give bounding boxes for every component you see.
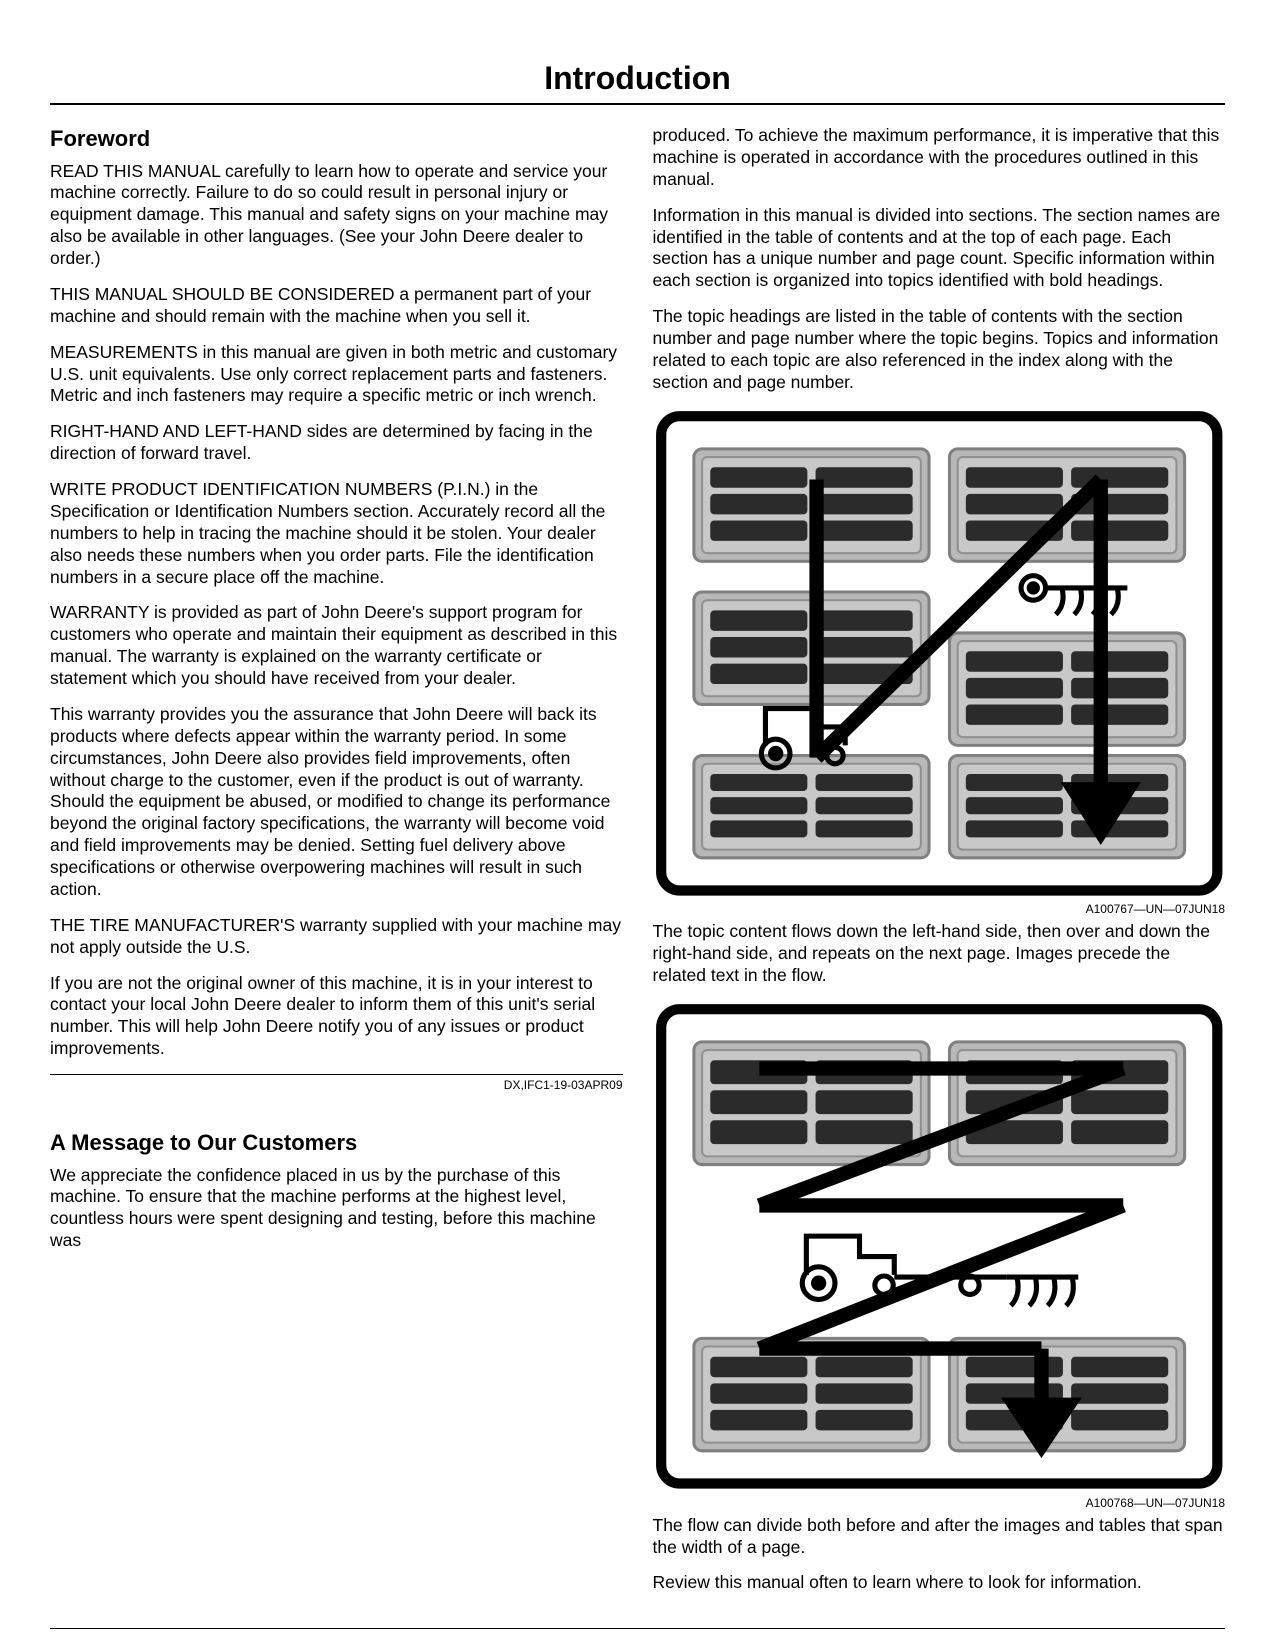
figure-2 <box>653 1001 1226 1492</box>
right-column: produced. To achieve the maximum perform… <box>653 125 1226 1608</box>
page-title: Introduction <box>50 60 1225 105</box>
figure-2-caption: A100768—UN—07JUN18 <box>653 1496 1226 1511</box>
message-heading: A Message to Our Customers <box>50 1129 623 1157</box>
footer-rule <box>50 1628 1225 1629</box>
right-p6: Review this manual often to learn where … <box>653 1572 1226 1594</box>
right-p3: The topic headings are listed in the tab… <box>653 306 1226 394</box>
left-column: Foreword READ THIS MANUAL carefully to l… <box>50 125 623 1608</box>
foreword-p6: WARRANTY is provided as part of John Dee… <box>50 602 623 690</box>
foreword-p4: RIGHT-HAND AND LEFT-HAND sides are deter… <box>50 421 623 465</box>
right-p4: The topic content flows down the left-ha… <box>653 921 1226 987</box>
foreword-p5: WRITE PRODUCT IDENTIFICATION NUMBERS (P.… <box>50 479 623 588</box>
foreword-p2: THIS MANUAL SHOULD BE CONSIDERED a perma… <box>50 284 623 328</box>
figure-1 <box>653 408 1226 899</box>
right-p5: The flow can divide both before and afte… <box>653 1515 1226 1559</box>
foreword-heading: Foreword <box>50 125 623 153</box>
flow-diagram-1-icon <box>653 408 1226 899</box>
figure-1-caption: A100767—UN—07JUN18 <box>653 902 1226 917</box>
right-p2: Information in this manual is divided in… <box>653 205 1226 293</box>
right-p1: produced. To achieve the maximum perform… <box>653 125 1226 191</box>
flow-diagram-2-icon <box>653 1001 1226 1492</box>
reference-code-1: DX,IFC1-19-03APR09 <box>50 1074 623 1093</box>
foreword-p3: MEASUREMENTS in this manual are given in… <box>50 342 623 408</box>
message-p1: We appreciate the confidence placed in u… <box>50 1165 623 1253</box>
two-column-layout: Foreword READ THIS MANUAL carefully to l… <box>50 125 1225 1608</box>
foreword-p9: If you are not the original owner of thi… <box>50 973 623 1061</box>
foreword-p1: READ THIS MANUAL carefully to learn how … <box>50 161 623 270</box>
foreword-p8: THE TIRE MANUFACTURER'S warranty supplie… <box>50 915 623 959</box>
foreword-p7: This warranty provides you the assurance… <box>50 704 623 901</box>
